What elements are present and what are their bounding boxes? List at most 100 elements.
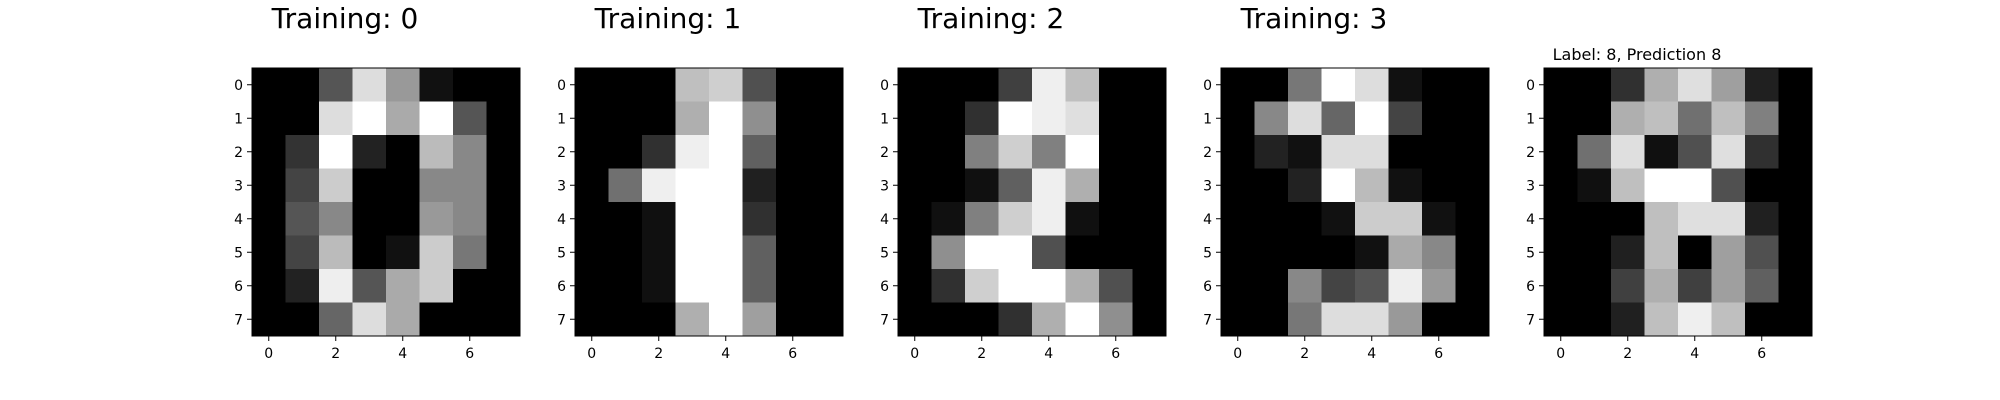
heatmap-cell: [1711, 68, 1746, 102]
heatmap-cell: [642, 302, 676, 337]
heatmap-cell: [1678, 202, 1712, 236]
heatmap-cell: [453, 235, 487, 270]
heatmap-cell: [252, 235, 286, 270]
heatmap-cell: [1455, 101, 1490, 136]
heatmap-cell: [1711, 168, 1746, 203]
heatmap-cell: [742, 235, 777, 270]
heatmap-cell: [1577, 302, 1612, 337]
y-tick-label: 2: [557, 145, 566, 161]
heatmap-cell: [809, 68, 844, 102]
heatmap-cell: [1644, 68, 1679, 102]
heatmap-cell: [1288, 168, 1322, 203]
heatmap-cell: [1099, 302, 1133, 337]
axes-frame: [251, 67, 521, 337]
heatmap-cell: [285, 235, 320, 270]
axes-frame: [1543, 67, 1813, 337]
x-tick-label: 2: [1300, 346, 1309, 362]
x-tick-label: 6: [1111, 346, 1120, 362]
heatmap-cell: [1355, 68, 1389, 102]
heatmap-cell: [809, 302, 844, 337]
heatmap-cell: [386, 302, 420, 337]
heatmap-cell: [486, 235, 521, 270]
heatmap-cell: [608, 168, 643, 203]
heatmap-cell: [1611, 101, 1645, 136]
x-tick-label: 0: [1556, 346, 1565, 362]
heatmap-cell: [386, 269, 420, 303]
heatmap-cell: [1032, 235, 1066, 270]
heatmap-cell: [386, 135, 420, 169]
heatmap-cell: [1221, 68, 1255, 102]
x-tick-label: 6: [465, 346, 474, 362]
heatmap-cell: [675, 101, 710, 136]
heatmap-cell: [1678, 269, 1712, 303]
heatmap-cell: [1065, 168, 1100, 203]
heatmap-cell: [776, 135, 810, 169]
heatmap-cell: [419, 202, 454, 236]
heatmap-cell: [1611, 302, 1645, 337]
heatmap-cell: [1611, 202, 1645, 236]
heatmap-cell: [742, 101, 777, 136]
heatmap-cell: [319, 302, 353, 337]
heatmap-cell: [1544, 68, 1578, 102]
x-tick-label: 6: [1434, 346, 1443, 362]
heatmap-cell: [608, 302, 643, 337]
heatmap-cell: [1745, 135, 1779, 169]
heatmap-cell: [1355, 269, 1389, 303]
y-tick-label: 1: [234, 111, 243, 127]
heatmap-cell: [1032, 168, 1066, 203]
heatmap-cell: [1099, 68, 1133, 102]
heatmap-cell: [809, 235, 844, 270]
heatmap-cell: [386, 202, 420, 236]
heatmap-cell: [352, 302, 387, 337]
heatmap-cell: [1032, 202, 1066, 236]
y-tick-label: 5: [234, 245, 243, 261]
heatmap-cell: [1544, 168, 1578, 203]
heatmap-cell: [352, 101, 387, 136]
heatmap-cell: [1099, 135, 1133, 169]
heatmap-cell: [486, 202, 521, 236]
heatmap-cell: [1745, 68, 1779, 102]
heatmap-cell: [1678, 68, 1712, 102]
heatmap-cell: [1355, 235, 1389, 270]
heatmap-cell: [1577, 135, 1612, 169]
heatmap-cell: [1644, 135, 1679, 169]
heatmap-cell: [419, 68, 454, 102]
digit-heatmap: 0 1 2 3 4 5 6 7 0 2 4 6: [557, 67, 844, 362]
heatmap-cell: [1455, 235, 1490, 270]
heatmap-cell: [1611, 68, 1645, 102]
heatmap-cell: [742, 168, 777, 203]
heatmap-cell: [709, 302, 743, 337]
x-tick-label: 4: [398, 346, 407, 362]
heatmap-cell: [319, 202, 353, 236]
heatmap-cell: [1221, 168, 1255, 203]
heatmap-cell: [898, 135, 932, 169]
heatmap-cell: [1132, 135, 1167, 169]
heatmap-cell: [285, 302, 320, 337]
heatmap-cell: [1711, 135, 1746, 169]
heatmap-cell: [1388, 68, 1423, 102]
subplot-training-0: Training: 0 0 1 2 3 4 5 6 7 0 2 4 6: [210, 0, 521, 362]
y-tick-label: 6: [1526, 279, 1535, 295]
heatmap-cell: [352, 269, 387, 303]
heatmap-cell: [486, 68, 521, 102]
heatmap-cell: [1221, 269, 1255, 303]
heatmap-cell: [1132, 168, 1167, 203]
heatmap-cell: [453, 68, 487, 102]
heatmap-cell: [642, 101, 676, 136]
heatmap-cell: [1711, 202, 1746, 236]
heatmap-cell: [1778, 302, 1813, 337]
heatmap-cell: [575, 68, 609, 102]
y-tick-label: 1: [880, 111, 889, 127]
heatmap-cell: [1678, 302, 1712, 337]
heatmap-cell: [1745, 269, 1779, 303]
heatmap-cell: [1321, 68, 1356, 102]
heatmap-cell: [931, 135, 966, 169]
heatmap-cell: [1288, 302, 1322, 337]
heatmap-cell: [285, 269, 320, 303]
heatmap-cell: [1745, 235, 1779, 270]
digit-heatmap: 0 1 2 3 4 5 6 7 0 2 4 6: [1526, 67, 1813, 362]
heatmap-cell: [1678, 168, 1712, 203]
heatmap-cell: [1321, 202, 1356, 236]
heatmap-cell: [1099, 101, 1133, 136]
